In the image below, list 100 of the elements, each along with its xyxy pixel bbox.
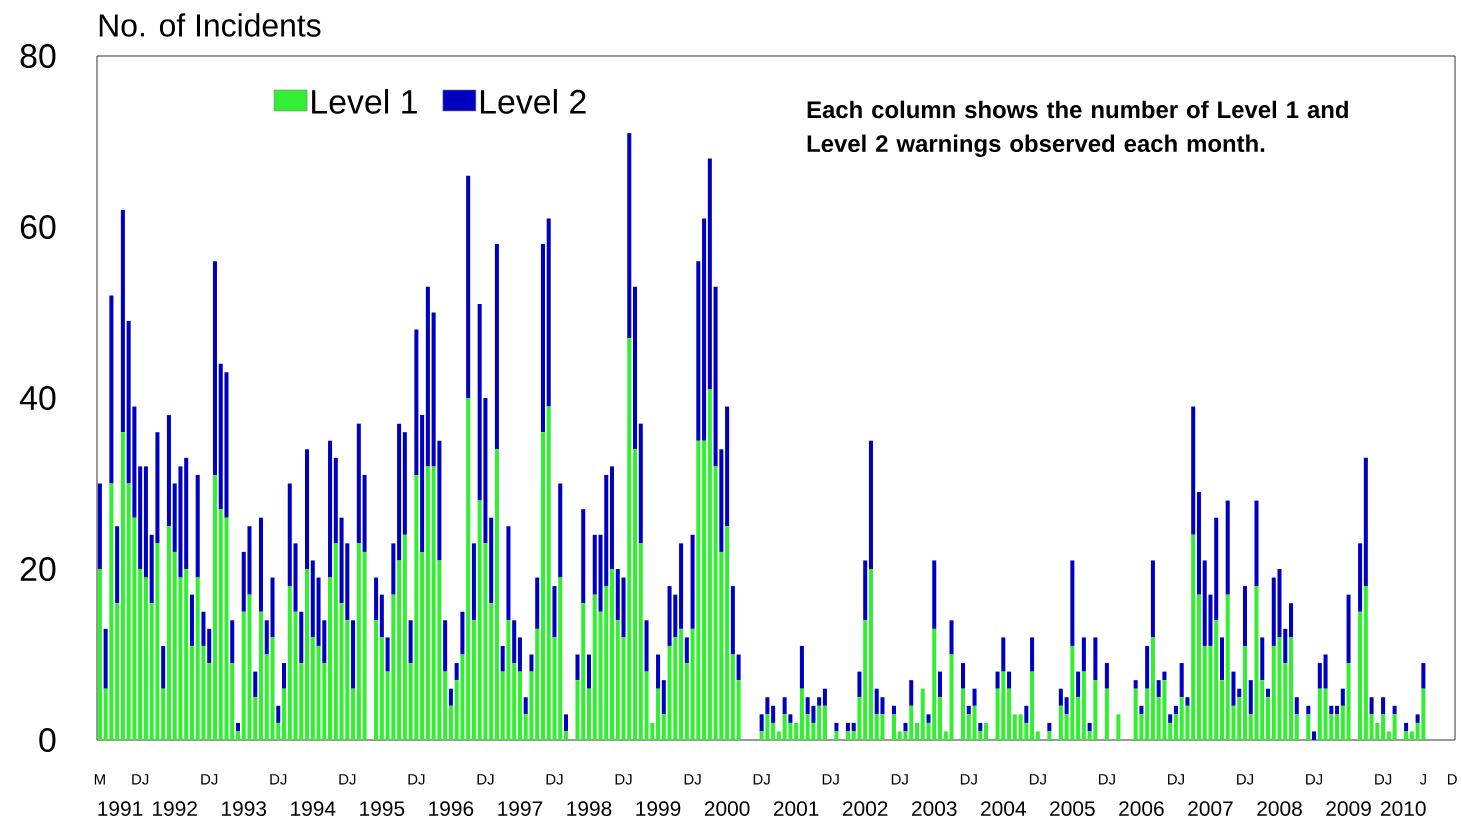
text: 2000	[704, 801, 750, 817]
x-tick-label: DJ	[1237, 774, 1254, 785]
bar	[1421, 663, 1426, 689]
bar	[1381, 714, 1386, 740]
bar	[235, 722, 240, 732]
bar	[943, 731, 948, 740]
bar	[166, 526, 171, 740]
bar	[120, 209, 125, 433]
bar	[961, 663, 966, 689]
bar	[684, 663, 689, 740]
bar	[1150, 560, 1155, 638]
bar	[408, 620, 413, 664]
bar	[362, 551, 367, 740]
bar	[725, 406, 730, 527]
legend-label: Level 2	[480, 88, 586, 114]
text: 1993	[222, 801, 267, 817]
bar	[1093, 637, 1098, 681]
bar	[184, 569, 189, 740]
bar	[1076, 697, 1081, 740]
bar	[771, 705, 776, 723]
bar	[512, 663, 517, 740]
bar	[1363, 457, 1368, 587]
bar	[972, 688, 977, 706]
x-tick-label: DJ	[684, 774, 701, 785]
bar	[1265, 688, 1271, 698]
bar	[1035, 731, 1040, 740]
bar	[822, 705, 827, 740]
text: 1997	[498, 801, 543, 817]
bar	[466, 175, 471, 398]
bar	[1058, 688, 1063, 706]
bar	[299, 611, 304, 664]
x-tick-label: DJ	[753, 774, 770, 785]
bar	[966, 714, 971, 740]
bar	[863, 560, 868, 621]
bar	[310, 560, 315, 638]
bar	[546, 218, 551, 407]
bar	[356, 543, 361, 740]
bar	[138, 466, 143, 569]
bar	[1415, 714, 1420, 723]
x-tick-label: DJ	[132, 774, 149, 785]
bar	[161, 688, 166, 740]
x-tick-label: M	[94, 774, 105, 785]
bar	[374, 620, 379, 740]
bar	[103, 628, 108, 689]
bar	[1133, 680, 1138, 689]
bar	[586, 654, 592, 689]
bar	[471, 543, 476, 621]
bar	[466, 397, 471, 740]
bar	[1145, 645, 1150, 689]
bar	[506, 526, 511, 621]
bar	[1260, 637, 1265, 681]
bar	[1289, 603, 1294, 638]
bar	[932, 560, 937, 629]
bar	[1363, 586, 1368, 740]
bar	[949, 654, 954, 740]
bar	[868, 440, 873, 569]
bar	[184, 457, 189, 569]
bar	[1185, 697, 1190, 706]
bar	[195, 474, 200, 578]
bar	[1150, 637, 1155, 740]
bar	[374, 577, 379, 621]
bar	[402, 534, 407, 740]
bar	[707, 158, 712, 390]
bar	[1306, 714, 1311, 740]
bar	[782, 697, 787, 715]
bar	[362, 474, 367, 552]
bar	[679, 628, 684, 740]
bar	[1058, 705, 1063, 740]
x-tick-label: DJ	[1306, 774, 1323, 785]
bar	[776, 731, 781, 740]
bar	[1191, 406, 1196, 535]
bar	[1392, 705, 1397, 715]
bar	[702, 218, 707, 441]
bar	[448, 705, 453, 740]
bar	[258, 611, 264, 740]
bar	[1030, 671, 1035, 740]
x-tick-label: DJ	[1375, 774, 1392, 785]
bar	[1271, 577, 1276, 646]
bar	[535, 628, 540, 740]
bar	[351, 688, 356, 740]
bar	[725, 526, 730, 740]
bar	[523, 697, 528, 715]
bar	[287, 483, 292, 587]
x-tick-label: DJ	[822, 774, 839, 785]
y-tick-label: 20	[20, 557, 56, 581]
bar	[1087, 722, 1092, 732]
x-tick-label: DJ	[960, 774, 977, 785]
bar	[1404, 731, 1409, 740]
bar	[1168, 722, 1173, 740]
bar	[1196, 594, 1201, 740]
bar	[1214, 517, 1219, 621]
bar	[610, 466, 615, 569]
bar	[1012, 714, 1017, 740]
bar	[995, 671, 1000, 689]
bar	[212, 474, 217, 740]
bar	[891, 705, 896, 715]
bar	[333, 457, 338, 544]
bar	[379, 637, 384, 740]
bar	[1369, 697, 1374, 715]
x-tick-label: DJ	[891, 774, 908, 785]
